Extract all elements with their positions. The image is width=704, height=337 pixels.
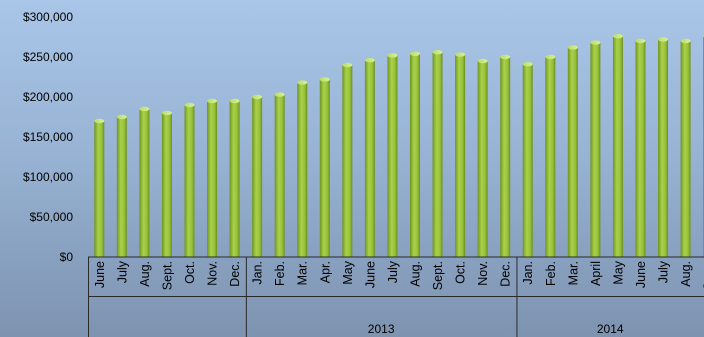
bar bbox=[207, 98, 218, 257]
x-tick-label: Jan. bbox=[251, 261, 265, 285]
y-tick-label: $100,000 bbox=[23, 170, 73, 184]
x-tick-label: Aug. bbox=[408, 261, 422, 287]
x-group-label: 2014 bbox=[597, 322, 624, 336]
x-tick-label: Jan. bbox=[521, 261, 535, 285]
x-tick-label: Sept. bbox=[702, 261, 704, 290]
bar bbox=[161, 110, 172, 257]
bar bbox=[500, 54, 511, 257]
bar bbox=[297, 80, 308, 257]
y-tick-label: $50,000 bbox=[30, 210, 74, 224]
x-tick-label: April bbox=[589, 261, 603, 286]
x-tick-label: May bbox=[611, 260, 625, 284]
x-tick-label: July bbox=[657, 260, 671, 283]
x-tick-label: Feb. bbox=[544, 261, 558, 286]
x-tick-label: May bbox=[341, 260, 355, 284]
bar bbox=[635, 38, 646, 257]
bar bbox=[229, 98, 240, 257]
y-tick-label: $300,000 bbox=[23, 10, 73, 24]
bar bbox=[184, 102, 195, 257]
x-tick-label: Aug. bbox=[138, 261, 152, 287]
x-tick-label: July bbox=[386, 260, 400, 283]
x-tick-label: Nov. bbox=[476, 261, 490, 286]
bar bbox=[342, 62, 353, 257]
x-tick-label: Apr. bbox=[318, 261, 332, 283]
bar bbox=[612, 34, 623, 258]
bar bbox=[274, 92, 285, 257]
x-tick-label: Nov. bbox=[206, 261, 220, 286]
x-tick-label: June bbox=[634, 261, 648, 288]
x-tick-label: Sept. bbox=[160, 261, 174, 290]
bar bbox=[252, 94, 263, 257]
bar bbox=[590, 40, 601, 257]
bar bbox=[116, 114, 127, 257]
x-tick-label: Mar. bbox=[566, 261, 580, 285]
x-tick-label: Feb. bbox=[273, 261, 287, 286]
y-tick-label: $150,000 bbox=[23, 130, 73, 144]
x-axis: June July Aug. Sept. Oct. Nov. Dec. Jan. Feb. Mar… bbox=[88, 256, 704, 337]
x-tick-label: June bbox=[363, 261, 377, 288]
bar bbox=[680, 38, 691, 257]
bar bbox=[545, 54, 556, 257]
y-tick-label: $250,000 bbox=[23, 50, 73, 64]
bar bbox=[432, 50, 443, 258]
bar bbox=[477, 58, 488, 257]
bar bbox=[455, 52, 466, 257]
x-tick-label: Aug. bbox=[679, 261, 693, 287]
bar bbox=[658, 37, 669, 258]
bar bbox=[94, 118, 105, 257]
bar bbox=[139, 106, 150, 257]
y-axis: $0 $50,000 $100,000 $150,000 $200,000 $250,00… bbox=[23, 10, 73, 264]
bar bbox=[364, 58, 375, 258]
x-tick-label: July bbox=[115, 260, 129, 283]
y-tick-label: $0 bbox=[60, 250, 74, 264]
bar bbox=[567, 45, 578, 258]
bar bbox=[409, 51, 420, 257]
x-tick-label: Oct. bbox=[183, 261, 197, 284]
x-tick-label: June bbox=[93, 261, 107, 288]
x-tick-label: Mar. bbox=[296, 261, 310, 285]
bar bbox=[522, 61, 533, 257]
bar bbox=[387, 53, 398, 258]
x-tick-label: Sept. bbox=[431, 261, 445, 290]
y-tick-label: $200,000 bbox=[23, 90, 73, 104]
x-group-label: 2013 bbox=[368, 322, 395, 336]
x-tick-label: Dec. bbox=[499, 261, 513, 287]
x-tick-label: Oct. bbox=[454, 261, 468, 284]
bars bbox=[94, 34, 704, 258]
bar bbox=[319, 77, 330, 258]
x-tick-label: Dec. bbox=[228, 261, 242, 287]
